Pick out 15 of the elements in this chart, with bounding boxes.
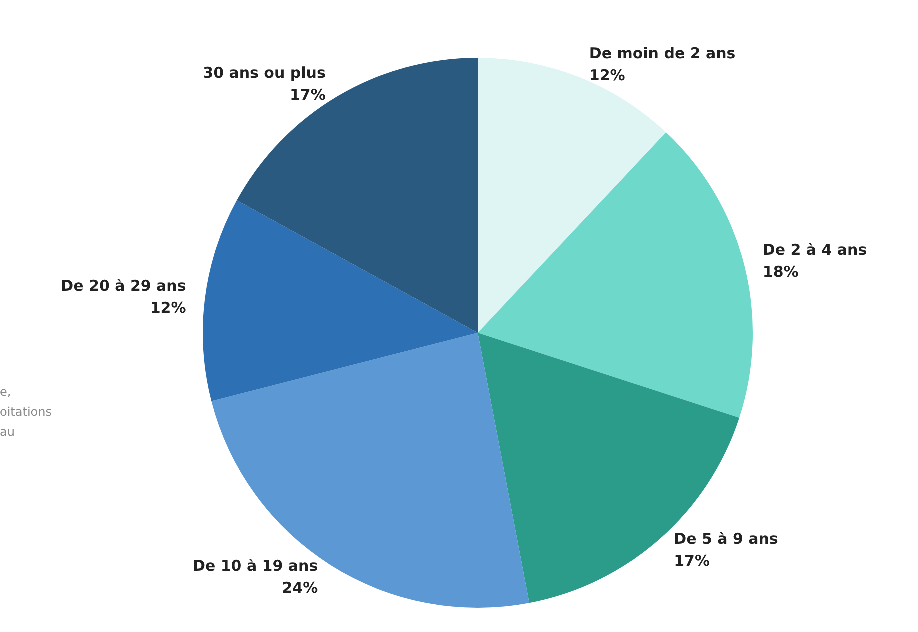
text: au — [0, 425, 15, 439]
data-label: 12% — [589, 66, 626, 84]
slice-label: De 5 à 9 ans — [674, 530, 778, 548]
data-label: 12% — [150, 298, 186, 317]
data-label: 18% — [762, 263, 799, 282]
slice-label: De 2 à 4 ans — [762, 241, 868, 260]
data-label: 17% — [290, 86, 326, 104]
text: oitations — [0, 405, 52, 419]
text: e, — [0, 385, 12, 399]
slice-label: De 20 à 29 ans — [61, 276, 186, 295]
data-label: 17% — [674, 552, 710, 570]
data-label: 24% — [282, 579, 318, 598]
slice-label: 30 ans ou plus — [203, 64, 326, 82]
slice-label: De moin de 2 ans — [589, 44, 736, 62]
slice-label: De 10 à 19 ans — [193, 557, 318, 576]
